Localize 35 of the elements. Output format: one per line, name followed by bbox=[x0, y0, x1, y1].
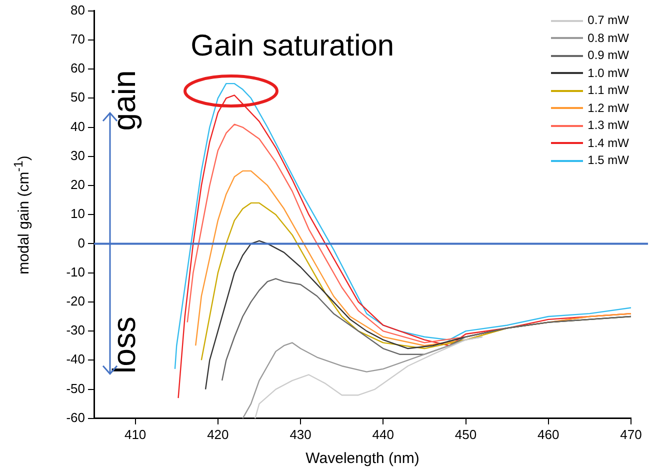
annotation: Gain saturation bbox=[190, 30, 394, 63]
legend-label: 0.7 mW bbox=[588, 12, 629, 29]
annotation: loss bbox=[106, 316, 142, 374]
x-tick-label: 460 bbox=[538, 426, 560, 442]
y-tick-label: 80 bbox=[70, 2, 85, 18]
legend-label: 1.1 mW bbox=[588, 82, 629, 99]
legend-label: 1.4 mW bbox=[588, 134, 629, 152]
x-tick-label: 410 bbox=[124, 426, 146, 442]
x-tick-label: 440 bbox=[372, 426, 394, 442]
legend-label: 1.5 mW bbox=[588, 152, 629, 169]
y-tick-label: 70 bbox=[70, 31, 85, 46]
legend-label: 1.0 mW bbox=[588, 64, 629, 82]
legend-label: 0.8 mW bbox=[588, 30, 629, 46]
y-tick-label: 20 bbox=[70, 177, 85, 192]
y-tick-label: -30 bbox=[66, 322, 85, 338]
y-tick-label: 10 bbox=[70, 206, 85, 222]
legend-label: 1.3 mW bbox=[588, 117, 629, 134]
y-tick-label: 50 bbox=[70, 90, 85, 105]
y-tick-label: 40 bbox=[70, 118, 85, 134]
y-tick-label: -60 bbox=[66, 410, 85, 425]
x-tick-label: 430 bbox=[290, 426, 312, 442]
x-tick-label: 450 bbox=[454, 426, 477, 442]
y-tick-label: -40 bbox=[66, 352, 85, 367]
y-tick-label: 0 bbox=[78, 235, 85, 250]
legend-label: 0.9 mW bbox=[588, 47, 629, 64]
annotation: gain bbox=[106, 70, 142, 131]
y-tick-label: 60 bbox=[70, 60, 85, 76]
legend-label: 1.2 mW bbox=[588, 100, 629, 116]
y-tick-label: 30 bbox=[70, 148, 85, 163]
y-tick-label: -20 bbox=[66, 294, 85, 309]
x-tick-label: 470 bbox=[620, 426, 642, 442]
x-tick-label: 420 bbox=[207, 426, 229, 442]
y-tick-label: -10 bbox=[66, 264, 85, 280]
x-axis-title: Wavelength (nm) bbox=[306, 450, 420, 468]
y-tick-label: -50 bbox=[66, 380, 85, 396]
